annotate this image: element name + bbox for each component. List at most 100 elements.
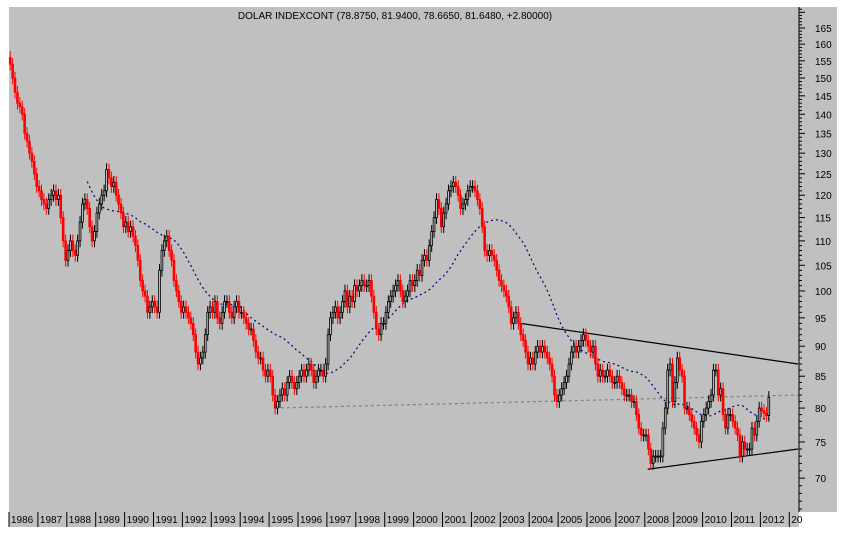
up-bar (220, 311, 224, 324)
down-bar (261, 357, 265, 371)
down-bar (637, 414, 641, 429)
up-bar (206, 311, 209, 336)
down-bar (355, 285, 359, 292)
up-bar (129, 226, 132, 232)
y-tick-label: 155 (815, 57, 832, 68)
moving-average (86, 181, 769, 420)
up-bar (112, 181, 116, 187)
down-bar (218, 317, 222, 324)
down-bar (143, 290, 147, 297)
up-bar (719, 388, 722, 396)
up-bar (685, 407, 689, 410)
up-bar (606, 369, 609, 377)
down-bar (167, 235, 171, 251)
down-bar (425, 254, 429, 261)
x-axis-area (9, 512, 799, 527)
down-bar (73, 250, 77, 256)
down-bar (194, 334, 197, 353)
down-bar (196, 351, 200, 365)
x-tick-label: 2000 (416, 515, 439, 526)
up-bar (160, 250, 164, 271)
down-bar (695, 427, 698, 436)
y-tick-label: 80 (815, 404, 827, 415)
y-tick-label: 105 (815, 261, 832, 272)
up-bar (158, 269, 161, 313)
up-bar (329, 317, 332, 336)
down-bar (134, 235, 137, 247)
x-tick-label: 2007 (618, 515, 641, 526)
down-bar (119, 203, 123, 214)
down-bar (721, 388, 725, 416)
up-bar (613, 382, 616, 384)
up-bar (278, 394, 282, 402)
down-bar (269, 369, 272, 377)
up-bar (757, 407, 761, 422)
down-bar (170, 250, 173, 261)
x-tick-label: 2004 (531, 515, 554, 526)
down-bar (309, 363, 313, 371)
down-bar (731, 414, 735, 422)
up-bar (488, 250, 491, 256)
up-bar (408, 280, 412, 292)
up-bar (461, 203, 465, 209)
y-tick-label: 125 (815, 170, 832, 181)
y-tick-label: 90 (815, 342, 827, 353)
up-bar (49, 194, 53, 200)
up-bar (95, 212, 99, 232)
down-bar (30, 152, 34, 162)
down-bar (623, 388, 626, 396)
up-bar (449, 186, 453, 192)
up-bar (755, 420, 759, 436)
y-tick-label: 160 (815, 40, 832, 51)
up-bar (603, 375, 607, 378)
down-bar (439, 208, 443, 228)
down-bar (138, 259, 142, 281)
down-bar (473, 186, 477, 192)
down-bar (290, 375, 294, 383)
up-bar (163, 240, 166, 251)
up-bar (663, 407, 667, 429)
down-bar (32, 160, 36, 175)
up-bar (276, 401, 279, 409)
up-bar (300, 369, 303, 377)
down-bar (90, 226, 94, 242)
down-bar (519, 322, 523, 336)
down-bar (370, 280, 373, 297)
down-bar (122, 212, 125, 228)
down-bar (20, 106, 24, 115)
down-bar (738, 434, 742, 457)
up-bar (203, 334, 207, 353)
down-bar (418, 269, 421, 276)
up-bar (435, 199, 438, 218)
up-bar (741, 441, 744, 457)
up-bar (165, 235, 169, 242)
up-bar (444, 203, 448, 214)
plot-area (9, 7, 799, 512)
up-bar (324, 363, 327, 377)
down-bar (179, 301, 183, 313)
down-bar (293, 382, 296, 390)
down-bar (589, 345, 592, 353)
up-bar (562, 382, 566, 390)
x-tick-label: 2009 (676, 515, 699, 526)
down-bar (490, 250, 494, 256)
y-tick-label: 85 (815, 372, 827, 383)
down-bar (524, 340, 527, 353)
x-tick-label: 1992 (184, 515, 207, 526)
down-bar (716, 369, 720, 396)
up-bar (468, 186, 472, 192)
up-bar (57, 194, 60, 200)
up-bar (466, 190, 470, 200)
up-bar (625, 394, 629, 397)
up-bar (124, 221, 128, 228)
down-bar (187, 311, 190, 319)
x-tick-label: 2002 (473, 515, 496, 526)
x-tick-label: 2010 (705, 515, 728, 526)
up-bar (702, 414, 706, 422)
up-bar (536, 345, 539, 353)
down-bar (237, 301, 241, 313)
down-bar (264, 369, 267, 377)
up-bar (415, 269, 419, 281)
down-bar (649, 448, 653, 464)
down-bar (117, 194, 120, 205)
